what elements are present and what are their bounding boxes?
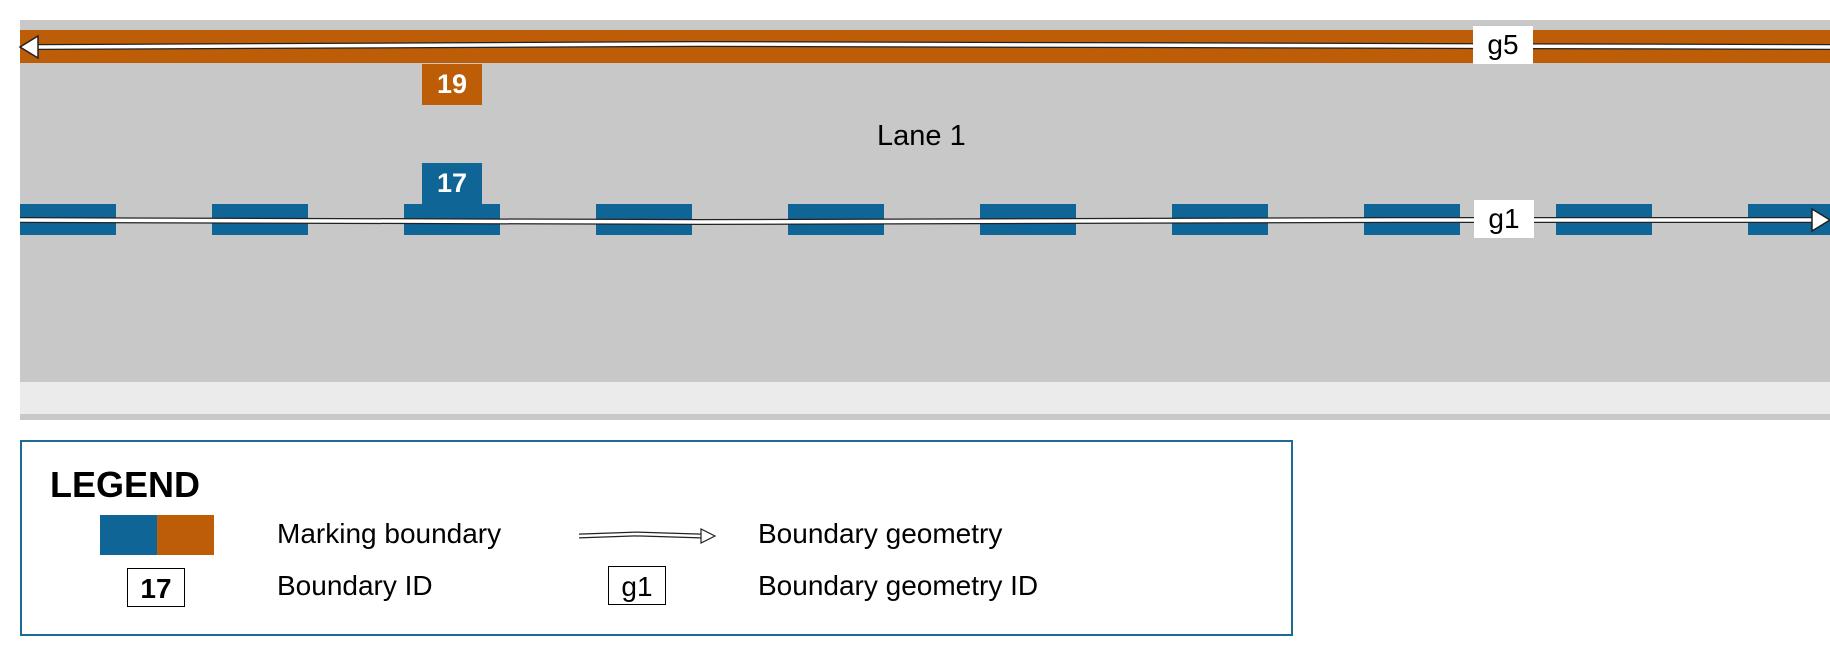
geometry-id-g1: g1 bbox=[1474, 200, 1534, 238]
legend: LEGEND Marking boundary Boundary geometr… bbox=[20, 440, 1293, 636]
legend-boundary-geometry-id-label: Boundary geometry ID bbox=[758, 570, 1039, 601]
geometry-g1-arrowhead bbox=[1811, 207, 1830, 233]
blue-marking-swatch bbox=[100, 515, 157, 555]
boundary-id-19: 19 bbox=[422, 64, 482, 105]
road-shoulder bbox=[20, 382, 1830, 414]
legend-boundary-id-label: Boundary ID bbox=[277, 570, 433, 601]
geometry-id-g5: g5 bbox=[1473, 26, 1533, 64]
boundary-id-17: 17 bbox=[422, 163, 482, 204]
legend-marking-boundary-label: Marking boundary bbox=[277, 518, 502, 549]
lane-label: Lane 1 bbox=[877, 120, 966, 152]
legend-boundary-geometry-label: Boundary geometry bbox=[758, 518, 1003, 549]
geometry-g5-arrowhead bbox=[18, 34, 39, 60]
legend-title: LEGEND bbox=[50, 464, 201, 505]
boundary-geometry-arrow-icon bbox=[578, 528, 717, 544]
orange-marking-swatch bbox=[157, 515, 214, 555]
boundary-geometry-id-example: g1 bbox=[608, 566, 666, 605]
boundary-id-example: 17 bbox=[127, 568, 185, 607]
